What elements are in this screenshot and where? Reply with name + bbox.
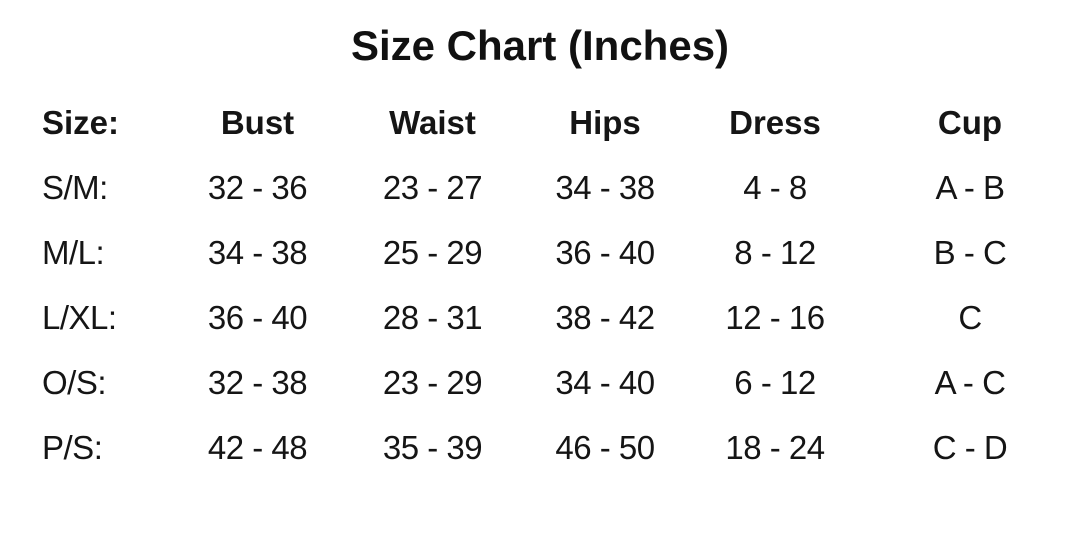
cell-hips: 46 - 50 <box>555 428 655 466</box>
cell-hips: 38 - 42 <box>555 298 655 336</box>
header-waist: Waist <box>389 103 476 141</box>
cell-dress: 4 - 8 <box>743 168 807 206</box>
cell-waist: 23 - 27 <box>382 168 483 206</box>
cell-cup: B - C <box>933 233 1007 271</box>
cell-hips: 34 - 40 <box>555 363 655 401</box>
header-bust: Bust <box>220 103 295 141</box>
table-row-ps: P/S: 42 - 48 35 - 39 46 - 50 18 - 24 C -… <box>0 415 1080 480</box>
cell-hips: 36 - 40 <box>555 233 655 271</box>
cell-waist: 23 - 29 <box>382 363 483 401</box>
header-size: Size: <box>42 103 120 141</box>
header-dress: Dress <box>729 103 821 141</box>
cell-dress: 18 - 24 <box>725 428 825 466</box>
cell-bust: 34 - 38 <box>207 233 308 271</box>
cell-dress: 8 - 12 <box>734 233 816 271</box>
cell-cup: C <box>958 298 982 336</box>
cell-waist: 35 - 39 <box>382 428 483 466</box>
row-label: O/S: <box>42 363 107 401</box>
cell-bust: 42 - 48 <box>207 428 308 466</box>
table-row-sm: S/M: 32 - 36 23 - 27 34 - 38 4 - 8 A - B <box>0 155 1080 220</box>
cell-hips: 34 - 38 <box>555 168 655 206</box>
header-hips: Hips <box>569 103 641 141</box>
cell-cup: A - C <box>934 363 1006 401</box>
header-cup: Cup <box>937 103 1003 141</box>
table-header-row: Size: Bust Waist Hips Dress Cup <box>0 90 1080 155</box>
row-label: M/L: <box>42 233 105 271</box>
cell-cup: C - D <box>932 428 1008 466</box>
cell-waist: 25 - 29 <box>382 233 483 271</box>
cell-waist: 28 - 31 <box>382 298 483 336</box>
row-label: L/XL: <box>42 298 117 336</box>
row-label: P/S: <box>42 428 103 466</box>
cell-cup: A - B <box>935 168 1005 206</box>
row-label: S/M: <box>42 168 108 206</box>
size-table: Size: Bust Waist Hips Dress Cup S/M: 32 … <box>0 90 1080 480</box>
table-row-os: O/S: 32 - 38 23 - 29 34 - 40 6 - 12 A - … <box>0 350 1080 415</box>
cell-bust: 32 - 38 <box>207 363 308 401</box>
cell-dress: 12 - 16 <box>725 298 825 336</box>
cell-bust: 32 - 36 <box>207 168 308 206</box>
cell-dress: 6 - 12 <box>734 363 816 401</box>
table-row-lxl: L/XL: 36 - 40 28 - 31 38 - 42 12 - 16 C <box>0 285 1080 350</box>
cell-bust: 36 - 40 <box>207 298 308 336</box>
table-row-ml: M/L: 34 - 38 25 - 29 36 - 40 8 - 12 B - … <box>0 220 1080 285</box>
page-title: Size Chart (Inches) <box>350 22 730 69</box>
